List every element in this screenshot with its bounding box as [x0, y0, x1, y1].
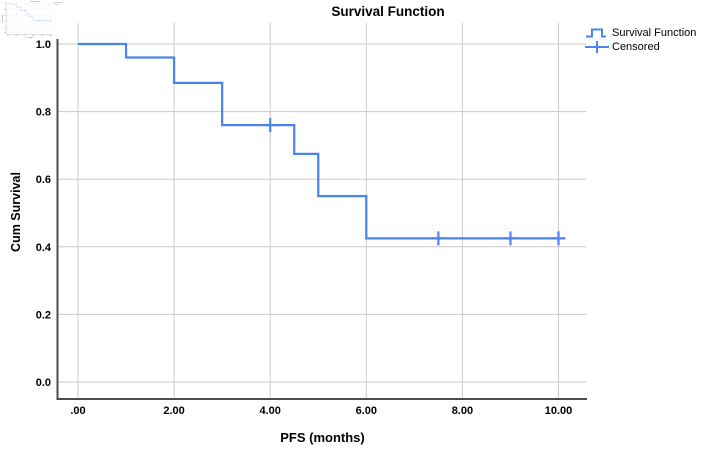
y-tick-label: 0.0 [36, 377, 51, 389]
svg-text:0.2: 0.2 [4, 26, 6, 28]
legend-label-censored: Censored [612, 41, 660, 53]
svg-text:0.4: 0.4 [4, 20, 6, 23]
legend-label-survival-function: Survival Function [612, 27, 697, 39]
survival-step-line [78, 42, 559, 240]
survival-chart-figure: Survival Function .00 2.00 4.00 6.00 8.00 10.… [1, 0, 63, 39]
x-tick-label: 4.00 [259, 405, 280, 417]
step-line-icon [586, 28, 606, 38]
chart-title: Survival Function [331, 4, 445, 19]
x-tick-label: 8.00 [452, 405, 473, 417]
svg-text:6.00: 6.00 [32, 35, 34, 37]
svg-text:0.6: 0.6 [4, 15, 6, 17]
y-tick-label: 0.8 [36, 107, 51, 119]
y-tick-label: 0.6 [36, 174, 51, 186]
svg-text:4.00: 4.00 [24, 34, 26, 37]
svg-text:0.8: 0.8 [4, 9, 6, 11]
y-tick-label: 0.4 [36, 242, 52, 254]
y-axis-title: Cum Survival [9, 172, 23, 252]
y-tick-label: 0.2 [36, 309, 51, 321]
svg-text:2.00: 2.00 [15, 35, 17, 37]
svg-text:.00: .00 [7, 35, 9, 37]
legend-item-survival-function: Survival Function [585, 26, 696, 40]
legend: Survival Function Censored [585, 26, 696, 54]
x-tick-label: 10.00 [545, 405, 573, 417]
x-tick-label: 6.00 [356, 405, 377, 417]
svg-text:10.00: 10.00 [49, 35, 52, 37]
x-tick-label: 2.00 [163, 405, 184, 417]
legend-item-censored: Censored [585, 40, 696, 54]
censored-plus-icon [585, 41, 609, 53]
x-axis-title: PFS (months) [280, 430, 365, 445]
svg-text:0.0: 0.0 [4, 32, 6, 34]
x-tick-label: .00 [70, 405, 85, 417]
y-tick-label: 1.0 [36, 39, 51, 51]
svg-text:1.0: 1.0 [4, 3, 6, 5]
svg-text:8.00: 8.00 [41, 35, 43, 37]
chart-thumbnail-preview: Survival Function .00 2.00 4.00 6.00 8.00 10.… [1, 0, 64, 39]
